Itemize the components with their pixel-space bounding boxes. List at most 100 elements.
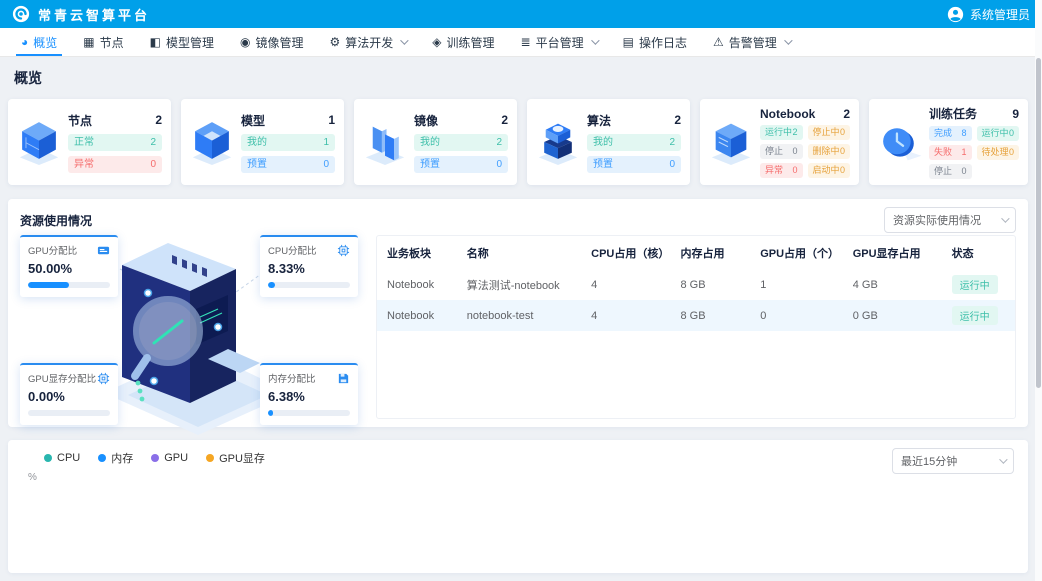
tab-label: 操作日志 xyxy=(638,35,687,50)
badge-value: 1 xyxy=(323,136,329,148)
status-badge: 运行中 xyxy=(951,275,998,294)
badge-value: 0 xyxy=(839,145,845,156)
badge-label: 预置 xyxy=(593,158,613,170)
table-row[interactable]: Notebook notebook-test 4 8 GB 0 0 GB 运行中 xyxy=(377,300,1015,331)
metric-label: 内存分配比 xyxy=(268,374,316,385)
column-header: 状态 xyxy=(951,248,974,260)
metric-cpu-allocation: CPU分配比 8.33% xyxy=(260,235,358,297)
badge-value: 2 xyxy=(792,126,798,137)
legend-item-vram[interactable]: GPU显存 xyxy=(206,450,265,466)
legend-label: GPU显存 xyxy=(219,453,265,465)
cell-cpu: 4 xyxy=(591,278,598,291)
metric-gpu-allocation: GPU分配比 50.00% xyxy=(20,235,118,297)
resource-view-select[interactable]: 资源实际使用情况 xyxy=(884,207,1016,233)
card-title: 模型 xyxy=(241,113,266,128)
badge-label: 预置 xyxy=(420,158,440,170)
tab-training-management[interactable]: ◈ 训练管理 xyxy=(419,28,507,56)
badge-label: 我的 xyxy=(420,136,440,148)
badge-value: 2 xyxy=(496,136,502,148)
nodes-3d-icon xyxy=(14,119,64,165)
card-title: 算法 xyxy=(587,113,612,128)
tab-overview[interactable]: ◕ 概览 xyxy=(8,28,70,56)
tab-label: 平台管理 xyxy=(535,35,584,50)
tab-nodes[interactable]: ▦ 节点 xyxy=(70,28,136,56)
gpu-icon xyxy=(97,246,110,254)
cell-memory: 8 GB xyxy=(680,309,706,322)
column-header: GPU占用（个） xyxy=(760,248,840,260)
node-icon: ▦ xyxy=(83,35,95,49)
progress-bar xyxy=(28,282,110,288)
chart-legend: CPU 内存 GPU GPU显存 xyxy=(44,450,1014,466)
resource-usage-panel: 资源使用情况 资源实际使用情况 xyxy=(8,199,1028,435)
stat-card-images[interactable]: 镜像 2 我的 2 预置 0 xyxy=(354,99,517,185)
tab-alarm-management[interactable]: ⚠ 告警管理 xyxy=(700,28,803,56)
stat-card-nodes[interactable]: 节点 2 正常 2 异常 0 xyxy=(8,99,171,185)
status-badge: 完成 8 xyxy=(929,126,972,141)
page-scrollbar-thumb[interactable] xyxy=(1036,58,1041,388)
tab-label: 模型管理 xyxy=(165,35,214,50)
status-badge: 运行中 2 xyxy=(760,124,803,140)
tab-label: 概览 xyxy=(33,35,58,50)
image-icon: ◉ xyxy=(239,35,251,49)
table-row[interactable]: Notebook 算法测试-notebook 4 8 GB 1 4 GB 运行中 xyxy=(377,269,1015,300)
chart-plot-area xyxy=(22,483,1014,553)
metric-value: 6.38% xyxy=(268,389,305,404)
badge-value: 1 xyxy=(961,147,967,157)
card-title: Notebook xyxy=(760,106,816,121)
card-title: 节点 xyxy=(68,113,93,128)
stat-card-notebook[interactable]: Notebook 2 运行中 2 停止 0 异常 0 停止中 0 删除中 0 启动中 0 xyxy=(700,99,859,185)
badge-label: 正常 xyxy=(74,136,94,148)
legend-item-gpu[interactable]: GPU xyxy=(151,452,188,464)
tab-label: 算法开发 xyxy=(345,35,394,50)
cell-gpu: 1 xyxy=(760,278,767,291)
training-icon: ◈ xyxy=(432,35,442,49)
tab-platform-management[interactable]: ≣ 平台管理 xyxy=(508,28,610,56)
badge-label: 失败 xyxy=(934,147,953,157)
tab-operation-logs[interactable]: ▤ 操作日志 xyxy=(610,28,700,56)
chevron-down-icon xyxy=(783,36,793,45)
tab-image-management[interactable]: ◉ 镜像管理 xyxy=(227,28,317,56)
card-total: 9 xyxy=(1012,106,1019,121)
user-menu[interactable]: 系统管理员 xyxy=(947,6,1030,23)
badge-value: 0 xyxy=(150,158,156,170)
models-3d-icon xyxy=(187,119,237,165)
algorithm-icon: ⚙ xyxy=(329,35,341,49)
status-badge: 停止 0 xyxy=(929,164,972,179)
badge-label: 异常 xyxy=(765,164,784,175)
metric-value: 8.33% xyxy=(268,261,305,276)
workload-table: 业务板块 名称 CPU占用（核） 内存占用 GPU占用（个） GPU显存占用 状… xyxy=(376,235,1016,419)
legend-item-cpu[interactable]: CPU xyxy=(44,452,80,464)
legend-label: GPU xyxy=(164,452,189,464)
legend-item-memory[interactable]: 内存 xyxy=(98,450,133,466)
status-badge: 正常 2 xyxy=(68,133,162,151)
status-badge: 运行中 0 xyxy=(976,126,1019,141)
badge-label: 待处理 xyxy=(981,147,1009,157)
logs-icon: ▤ xyxy=(622,35,634,49)
time-range-select[interactable]: 最近15分钟 xyxy=(892,448,1014,474)
legend-dot xyxy=(206,454,215,462)
alarm-icon: ⚠ xyxy=(712,35,724,49)
badge-label: 运行中 xyxy=(981,128,1009,138)
badge-value: 0 xyxy=(496,158,502,170)
progress-fill xyxy=(268,410,274,416)
cell-memory: 8 GB xyxy=(680,278,706,291)
status-badge: 启动中 0 xyxy=(807,162,850,178)
tab-algorithm-dev[interactable]: ⚙ 算法开发 xyxy=(316,28,419,56)
status-badge: 预置 0 xyxy=(414,155,508,173)
table-header-row: 业务板块 名称 CPU占用（核） 内存占用 GPU占用（个） GPU显存占用 状… xyxy=(377,236,1015,269)
stat-card-models[interactable]: 模型 1 我的 1 预置 0 xyxy=(181,99,344,185)
tab-label: 告警管理 xyxy=(728,35,777,50)
badge-value: 2 xyxy=(150,136,156,148)
cell-name: notebook-test xyxy=(466,309,534,322)
chevron-down-icon xyxy=(1001,214,1010,223)
stat-card-training-tasks[interactable]: 训练任务 9 完成 8 失败 1 停止 0 运行中 0 待处理 0 xyxy=(869,99,1028,185)
main-nav: ◕ 概览 ▦ 节点 ◧ 模型管理 ◉ 镜像管理 ⚙ 算法开发 ◈ 训练管理 ≣ … xyxy=(0,28,1042,57)
card-total: 2 xyxy=(155,113,162,127)
app-header: 常青云智算平台 系统管理员 xyxy=(0,0,1042,28)
badge-label: 运行中 xyxy=(765,126,793,137)
tab-model-management[interactable]: ◧ 模型管理 xyxy=(137,28,227,56)
stat-card-algorithms[interactable]: 算法 2 我的 2 预置 0 xyxy=(527,99,690,185)
y-axis-unit-label: % xyxy=(28,472,37,483)
badge-value: 0 xyxy=(1008,147,1014,157)
tab-label: 节点 xyxy=(99,35,124,50)
